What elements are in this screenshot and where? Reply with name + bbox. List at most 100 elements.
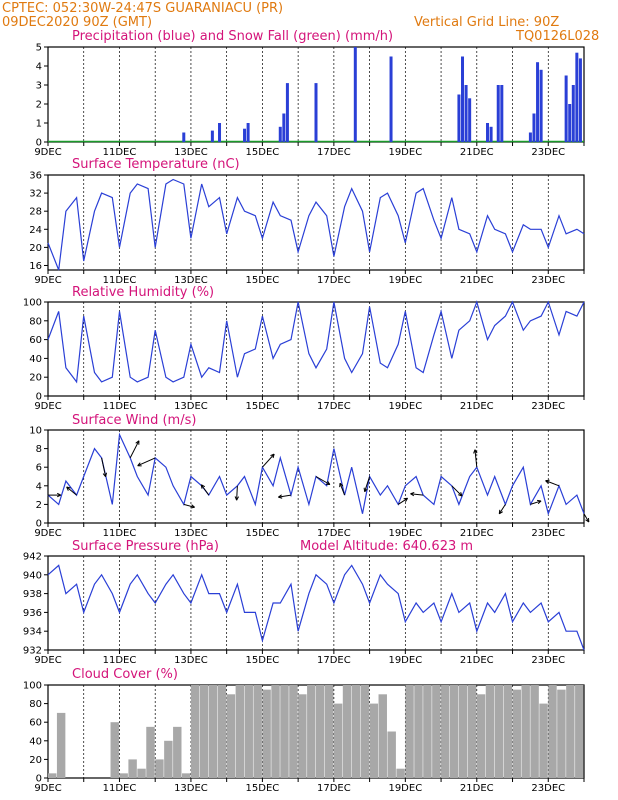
rh-x-label: 19DEC — [388, 401, 422, 412]
rh-x-label: 9DEC — [34, 401, 61, 412]
wind-arrow-head — [339, 482, 344, 487]
cloud-cover-bar — [360, 685, 370, 778]
precip-bar — [464, 85, 468, 142]
header-location: CPTEC: 052:30W-24:47S GUARANIACU (PR) — [2, 1, 283, 16]
cloud-cover-bar — [316, 685, 325, 778]
precip-x-label: 19DEC — [388, 147, 422, 158]
wind-direction-arrow — [474, 449, 478, 468]
wind-direction-arrow — [278, 494, 292, 498]
precip-bar — [457, 94, 461, 142]
precip-bar — [314, 83, 318, 142]
pressure-y-label: 936 — [23, 608, 42, 619]
rh-frame — [47, 301, 585, 397]
wind-title: Surface Wind (m/s) — [72, 413, 196, 428]
cloud-cover-title: Cloud Cover (%) — [72, 667, 178, 682]
wind-arrow-head — [272, 453, 275, 459]
precipitation-title: Precipitation (blue) and Snow Fall (gree… — [72, 29, 393, 44]
cloud-cover-bar — [450, 685, 459, 778]
wind-direction-arrow — [583, 513, 590, 523]
precip-bar — [243, 128, 247, 142]
rh-x-label: 17DEC — [317, 401, 351, 412]
rh-x-label: 13DEC — [174, 401, 208, 412]
wind-direction-arrow — [137, 457, 156, 467]
wind-y-label: 10 — [29, 426, 42, 437]
wind-frame — [47, 429, 585, 524]
pressure-x-label: 15DEC — [246, 655, 280, 666]
cloud-cover-bar — [244, 685, 253, 778]
cloud-cover-bar — [351, 685, 361, 778]
rh-x-label: 15DEC — [246, 401, 280, 412]
header-model-code: TQ0126L028 — [515, 29, 599, 44]
cloud-cover-bar — [289, 685, 298, 778]
precip-bar — [536, 62, 540, 143]
temp-x-label: 21DEC — [460, 275, 494, 286]
wind-arrow-head — [270, 453, 275, 457]
temp-y-label: 20 — [29, 243, 42, 254]
precip-y-label: 2 — [36, 100, 42, 111]
cloud-y-label: 40 — [29, 736, 42, 747]
pressure-y-label: 940 — [23, 570, 42, 581]
wind-x-label: 11DEC — [103, 528, 137, 539]
wind-x-label: 21DEC — [460, 528, 494, 539]
precip-x-label: 17DEC — [317, 147, 351, 158]
cloud-cover-bar — [155, 759, 164, 778]
model-altitude-label: Model Altitude: 640.623 m — [300, 539, 473, 554]
pressure-frame — [47, 555, 585, 651]
temp-frame — [47, 174, 585, 271]
wind-arrow-head — [474, 449, 478, 454]
cloud-cover-bar — [476, 694, 486, 778]
cloud-cover-bar — [48, 773, 57, 778]
precip-x-label: 13DEC — [174, 147, 208, 158]
wind-arrow-head — [135, 440, 140, 444]
cloud-y-label: 80 — [29, 699, 42, 710]
cloud-cover-bar — [208, 685, 218, 778]
wind-x-label: 9DEC — [34, 528, 61, 539]
wind-arrow-head — [499, 511, 503, 515]
temp-y-label: 24 — [29, 225, 42, 236]
wind-x-label: 23DEC — [531, 528, 565, 539]
precip-y-label: 1 — [36, 119, 42, 130]
precip-bar — [389, 56, 393, 142]
rh-y-label: 100 — [23, 298, 42, 309]
temp-y-label: 32 — [29, 189, 42, 200]
wind-direction-arrow — [530, 500, 542, 505]
cloud-cover-bar — [530, 685, 539, 778]
wind-arrow-head — [410, 493, 415, 497]
cloud-cover-bar — [182, 773, 191, 778]
wind-arrow-head — [410, 491, 415, 495]
wind-arrow-head — [236, 496, 239, 501]
rh-x-label: 23DEC — [531, 401, 565, 412]
pressure-y-label: 942 — [23, 552, 42, 563]
wind-arrow-head — [545, 480, 549, 484]
precip-y-label: 0 — [36, 138, 42, 149]
wind-arrow-head — [537, 500, 542, 505]
precip-bar — [528, 132, 532, 142]
cloud-cover-bar — [378, 694, 387, 778]
cloud-cover-bar — [548, 685, 557, 778]
wind-arrow-head — [137, 462, 141, 467]
wind-direction-arrow — [410, 493, 424, 496]
precip-bar — [218, 123, 222, 142]
cloud-x-label: 19DEC — [388, 783, 422, 794]
pressure-x-label: 17DEC — [317, 655, 351, 666]
wind-arrow-head — [66, 486, 69, 491]
wind-direction-arrow — [101, 457, 107, 477]
cloud-cover-bar — [441, 685, 450, 778]
cloud-cover-bar — [298, 694, 307, 778]
wind-arrow-head — [537, 499, 542, 502]
precip-bar — [496, 85, 500, 142]
wind-arrow-head — [460, 492, 463, 497]
precip-y-label: 4 — [36, 62, 42, 73]
precip-bar — [539, 69, 543, 142]
temperature-panel: Surface Temperature (nC) 9DEC 11DEC 13DEC 1… — [29, 157, 585, 286]
rh-y-label: 40 — [29, 354, 42, 365]
wind-y-label: 4 — [36, 481, 42, 492]
cloud-cover-bar — [387, 731, 396, 778]
rh-series-line — [47, 300, 585, 384]
precip-bar — [532, 113, 536, 142]
pressure-y-label: 934 — [23, 627, 42, 638]
header-run-date: 09DEC2020 90Z (GMT) — [2, 15, 152, 30]
cloud-cover-bar — [396, 768, 405, 778]
pressure-y-label: 938 — [23, 589, 42, 600]
